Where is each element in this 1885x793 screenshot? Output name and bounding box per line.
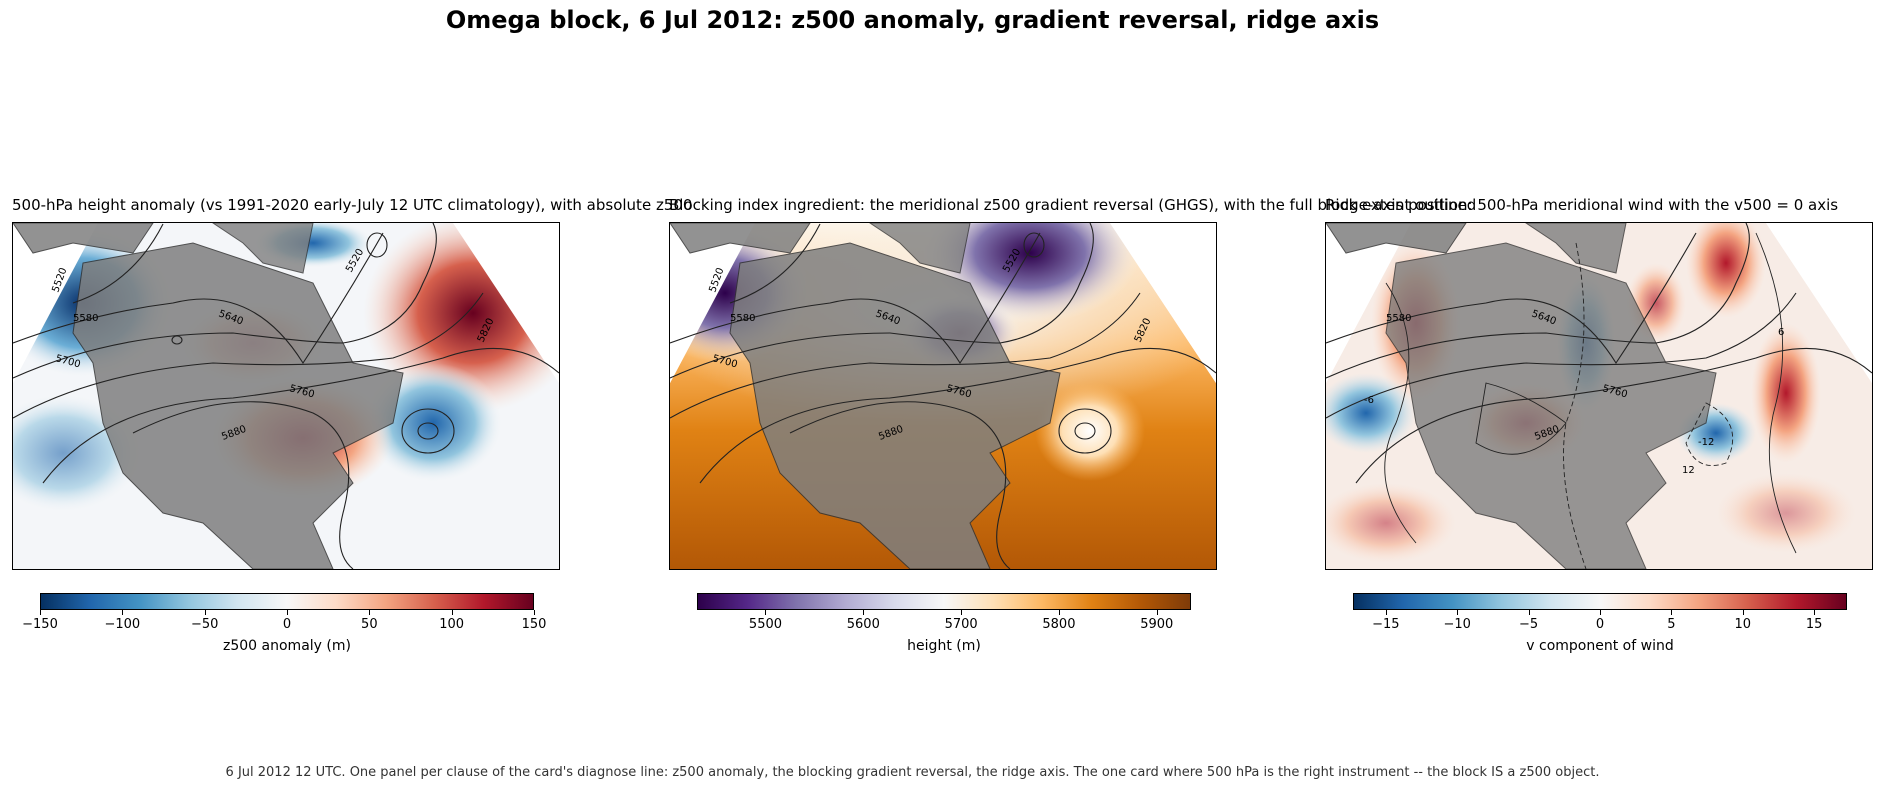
colorbar-tick [122, 610, 124, 615]
panel-3-colorbar [1353, 593, 1847, 610]
panel-2-map: 5580 5520 5640 5700 5760 5820 5880 5520 [669, 222, 1217, 570]
panel-1-colorbar [40, 593, 534, 610]
colorbar-tick-label: 5700 [944, 617, 978, 632]
panel-3-colorbar-label: v component of wind [1526, 638, 1674, 654]
colorbar-tick [1742, 610, 1744, 615]
colorbar-tick [451, 610, 453, 615]
panel-2-title: Blocking index ingredient: the meridiona… [669, 196, 1477, 214]
panel-3-map: 5580 5640 5760 5880 -6 6 12 -12 [1325, 222, 1873, 570]
colorbar-tick [287, 610, 288, 615]
contour-label: 5580 [1386, 313, 1411, 324]
colorbar-tick [1457, 610, 1459, 615]
colorbar-tick [1671, 610, 1673, 615]
panel-2-colorbar-label: height (m) [907, 638, 981, 654]
colorbar-tick [369, 610, 371, 615]
colorbar-tick-label: −100 [104, 617, 141, 632]
panel-1-colorbar-label: z500 anomaly (m) [223, 638, 351, 654]
colorbar-tick [1385, 610, 1387, 615]
colorbar-tick-label: 10 [1734, 617, 1752, 632]
colorbar-tick [40, 610, 41, 615]
panel-1-title: 500-hPa height anomaly (vs 1991-2020 ear… [12, 196, 693, 214]
figure-caption: 6 Jul 2012 12 UTC. One panel per clause … [225, 765, 1600, 780]
colorbar-tick [863, 610, 865, 615]
colorbar-tick-label: −15 [1372, 617, 1400, 632]
contour-label: 5580 [730, 313, 755, 324]
colorbar-tick [765, 610, 767, 615]
colorbar-tick-label: 50 [361, 617, 378, 632]
colorbar-tick-label: −5 [1519, 617, 1539, 632]
colorbar-tick-label: 5500 [748, 617, 783, 632]
colorbar-tick-label: 0 [1595, 617, 1605, 632]
colorbar-tick-label: 5900 [1140, 617, 1174, 632]
colorbar-tick-label: −150 [22, 617, 58, 632]
colorbar-tick-label: 150 [521, 617, 547, 632]
contour-label: 6 [1778, 327, 1784, 338]
figure-title: Omega block, 6 Jul 2012: z500 anomaly, g… [445, 6, 1380, 34]
contour-label: -12 [1698, 437, 1714, 448]
colorbar-tick-label: 5600 [846, 617, 880, 632]
panel-2-colorbar [697, 593, 1191, 610]
colorbar-tick-label: 100 [439, 617, 465, 632]
panel-1-map: 5580 5520 5640 5700 5760 5820 5880 5520 [12, 222, 560, 570]
colorbar-tick-label: −50 [190, 617, 219, 632]
contour-label: 5580 [73, 313, 98, 324]
colorbar-tick-label: 0 [282, 617, 292, 632]
colorbar-tick-label: −10 [1443, 617, 1471, 632]
colorbar-tick [1528, 610, 1530, 615]
colorbar-tick [1156, 610, 1158, 615]
contour-label: 12 [1682, 465, 1695, 476]
colorbar-tick [1814, 610, 1816, 615]
colorbar-tick [961, 610, 963, 615]
colorbar-tick [1600, 610, 1601, 615]
colorbar-tick-label: 15 [1805, 617, 1823, 632]
panel-3-title: Ridge-axis position: 500-hPa meridional … [1325, 196, 1839, 214]
colorbar-tick-label: 5800 [1042, 617, 1076, 632]
colorbar-tick-label: 5 [1667, 617, 1676, 632]
colorbar-tick [534, 610, 535, 615]
colorbar-tick [1058, 610, 1060, 615]
contour-label: -6 [1364, 395, 1374, 406]
colorbar-tick [204, 610, 206, 615]
